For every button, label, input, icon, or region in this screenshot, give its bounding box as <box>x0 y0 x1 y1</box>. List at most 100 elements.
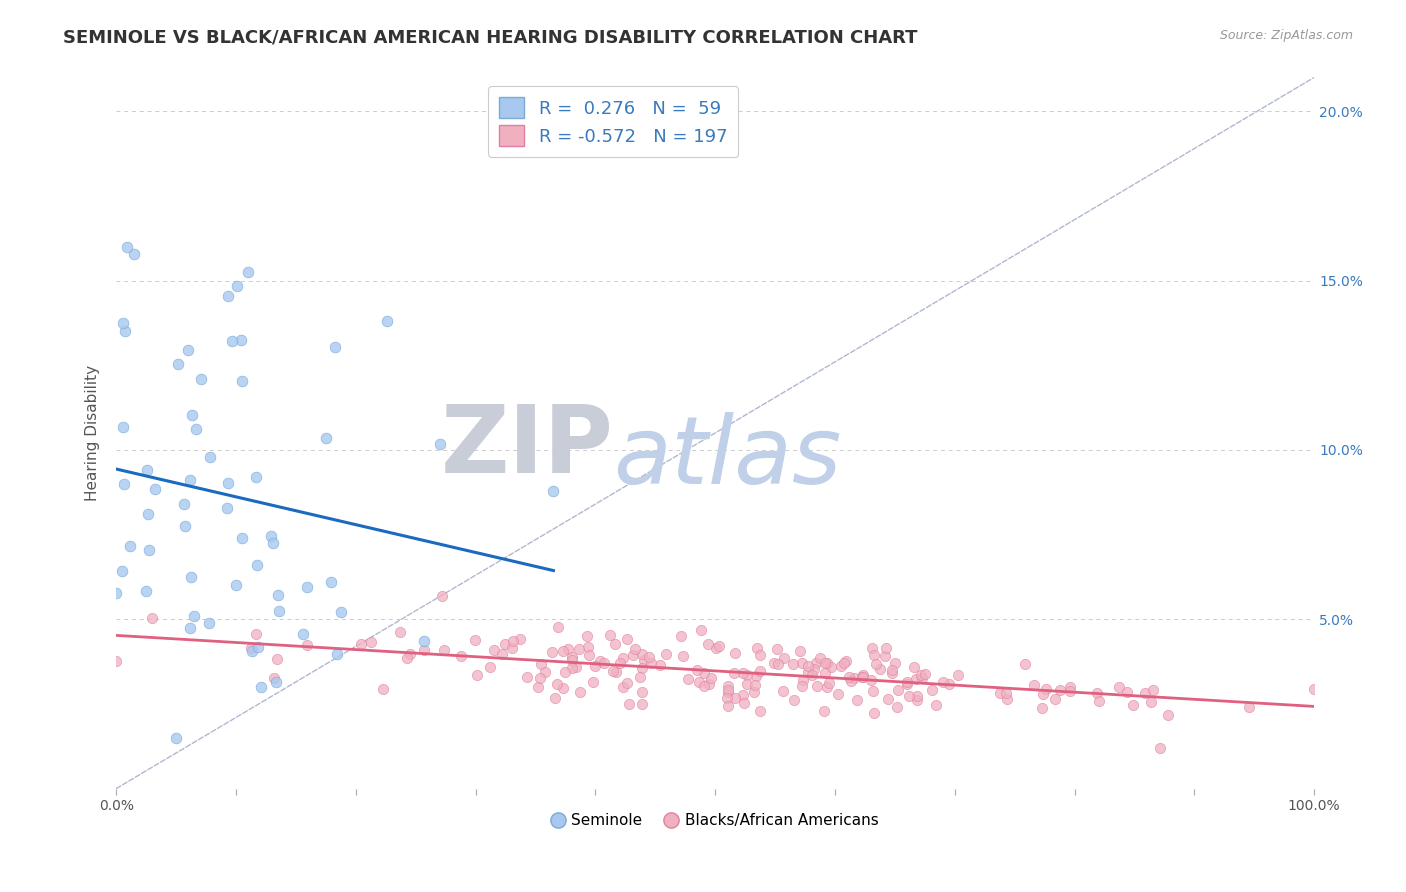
Point <box>184 422 207 436</box>
Point <box>262 535 284 549</box>
Point <box>797 659 820 673</box>
Point <box>852 668 875 682</box>
Point <box>589 654 612 668</box>
Point <box>1157 708 1180 723</box>
Point <box>733 666 755 681</box>
Point <box>478 660 501 674</box>
Point <box>717 680 740 694</box>
Point <box>450 649 472 664</box>
Point <box>735 668 758 682</box>
Point <box>782 657 804 672</box>
Point <box>772 684 794 698</box>
Point <box>766 657 789 671</box>
Point <box>180 409 202 423</box>
Text: atlas: atlas <box>613 412 842 503</box>
Point <box>789 644 811 658</box>
Point <box>863 706 886 720</box>
Point <box>576 640 599 655</box>
Point <box>716 690 738 705</box>
Point <box>1059 684 1081 698</box>
Point <box>395 651 418 665</box>
Point <box>839 674 862 689</box>
Point <box>616 675 638 690</box>
Point <box>240 640 263 655</box>
Point <box>865 657 887 671</box>
Point <box>749 664 772 678</box>
Point <box>813 656 835 670</box>
Point <box>547 620 569 634</box>
Point <box>617 698 640 712</box>
Point <box>650 657 672 672</box>
Point <box>862 683 884 698</box>
Point <box>838 670 860 684</box>
Point <box>429 437 451 451</box>
Point <box>530 657 553 671</box>
Point <box>605 665 627 679</box>
Point <box>724 690 747 705</box>
Point <box>887 683 910 698</box>
Point <box>1035 682 1057 697</box>
Point <box>516 670 538 684</box>
Point <box>921 683 943 698</box>
Point <box>465 667 488 681</box>
Point <box>790 657 813 671</box>
Point <box>883 656 905 670</box>
Point <box>217 475 239 490</box>
Point <box>745 669 768 683</box>
Point <box>544 690 567 705</box>
Point <box>637 650 659 665</box>
Point <box>1049 682 1071 697</box>
Point <box>180 570 202 584</box>
Point <box>225 577 247 591</box>
Point <box>631 697 654 711</box>
Point <box>692 679 714 693</box>
Point <box>389 625 412 640</box>
Point <box>633 653 655 667</box>
Point <box>672 648 695 663</box>
Text: Source: ZipAtlas.com: Source: ZipAtlas.com <box>1219 29 1353 42</box>
Point <box>830 659 852 673</box>
Point <box>115 240 138 254</box>
Point <box>932 674 955 689</box>
Point <box>914 667 936 681</box>
Point <box>628 669 651 683</box>
Point <box>482 643 505 657</box>
Point <box>122 246 145 260</box>
Point <box>1116 685 1139 699</box>
Point <box>810 651 832 665</box>
Point <box>815 681 838 695</box>
Point <box>165 731 187 745</box>
Point <box>880 666 903 681</box>
Point <box>631 684 654 698</box>
Point <box>815 656 838 670</box>
Point <box>568 685 591 699</box>
Point <box>896 674 918 689</box>
Point <box>717 685 740 699</box>
Point <box>245 470 267 484</box>
Point <box>111 564 134 578</box>
Point <box>994 686 1017 700</box>
Point <box>1022 678 1045 692</box>
Point <box>624 642 647 657</box>
Point <box>266 675 288 690</box>
Point <box>190 372 212 386</box>
Point <box>543 483 565 498</box>
Point <box>612 651 634 665</box>
Point <box>360 635 382 649</box>
Point <box>166 357 188 371</box>
Point <box>1122 698 1144 713</box>
Point <box>111 420 134 434</box>
Point <box>236 265 259 279</box>
Point <box>494 637 516 651</box>
Point <box>612 680 634 694</box>
Point <box>903 660 925 674</box>
Y-axis label: Hearing Disability: Hearing Disability <box>86 365 100 501</box>
Point <box>229 333 252 347</box>
Point <box>886 700 908 714</box>
Point <box>225 279 247 293</box>
Point <box>773 651 796 665</box>
Point <box>938 677 960 691</box>
Legend: Seminole, Blacks/African Americans: Seminole, Blacks/African Americans <box>546 807 884 834</box>
Point <box>546 677 568 691</box>
Point <box>114 325 136 339</box>
